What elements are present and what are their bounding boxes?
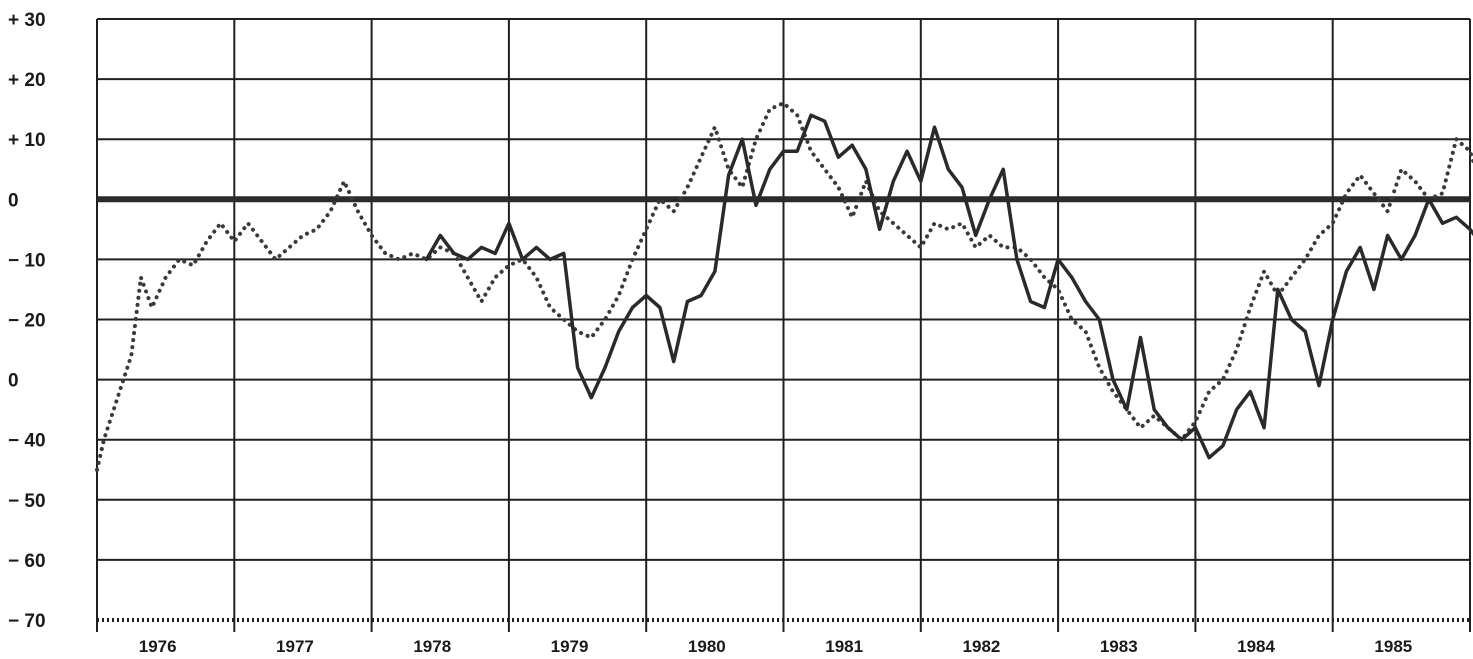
x-tick-label: 1985 — [1374, 637, 1412, 656]
y-axis-ticks: + 30 + 20 + 10 0 − 10 − 20 0 − 40 − 50 − 60 − 70 — [8, 10, 46, 632]
y-tick-label: − 70 — [8, 611, 46, 632]
y-tick-label: 0 — [8, 371, 19, 392]
series-group — [95, 101, 1473, 472]
x-tick-label: 1983 — [1100, 637, 1138, 656]
y-tick-label: − 50 — [8, 491, 46, 512]
x-tick-label: 1978 — [413, 637, 451, 656]
y-tick-label: − 40 — [8, 431, 46, 452]
y-tick-label: 0 — [8, 190, 19, 211]
y-tick-label: − 10 — [8, 250, 46, 271]
x-tick-label: 1976 — [139, 637, 177, 656]
y-tick-label: + 10 — [8, 130, 46, 151]
series-line-solid — [424, 113, 1473, 460]
x-tick-label: 1981 — [825, 637, 863, 656]
y-tick-label: + 30 — [8, 10, 46, 31]
series-line-dotted — [95, 101, 1473, 472]
y-tick-label: − 60 — [8, 551, 46, 572]
x-tick-label: 1984 — [1237, 637, 1275, 656]
x-tick-label: 1982 — [963, 637, 1001, 656]
x-axis-ticks: 1976 1977 1978 1979 1980 1981 1982 1983 1984 1985 — [139, 637, 1413, 656]
x-tick-label: 1980 — [688, 637, 726, 656]
y-tick-label: + 20 — [8, 70, 46, 91]
x-tick-label: 1979 — [551, 637, 589, 656]
y-tick-label: − 20 — [8, 311, 46, 332]
x-tick-label: 1977 — [276, 637, 314, 656]
grid — [96, 18, 1471, 632]
